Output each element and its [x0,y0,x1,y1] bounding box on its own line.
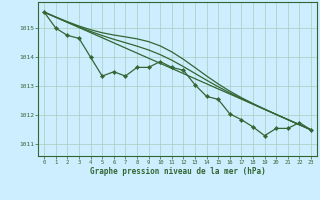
X-axis label: Graphe pression niveau de la mer (hPa): Graphe pression niveau de la mer (hPa) [90,167,266,176]
